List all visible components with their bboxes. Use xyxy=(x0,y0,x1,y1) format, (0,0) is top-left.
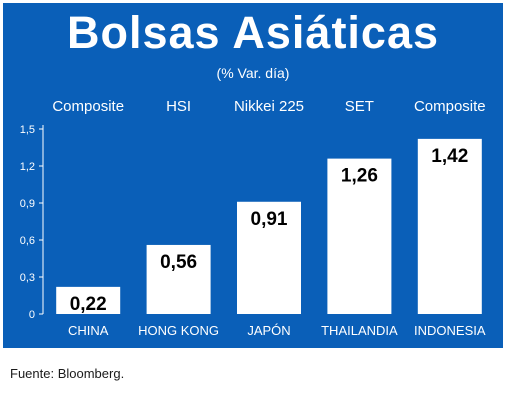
x-tick-label: HONG KONG xyxy=(138,323,219,338)
bar xyxy=(237,201,301,314)
chart-subtitle: (% Var. día) xyxy=(216,65,290,81)
x-tick-label: JAPÓN xyxy=(247,323,290,338)
bar xyxy=(417,138,482,314)
data-label: 1,42 xyxy=(431,146,468,167)
y-tick-label: 0 xyxy=(29,309,35,321)
y-tick-label: 0,6 xyxy=(20,235,35,247)
bar xyxy=(146,244,211,314)
y-tick-label: 0,3 xyxy=(20,272,35,284)
data-label: 0,22 xyxy=(70,294,107,315)
x-tick-label: THAILANDIA xyxy=(321,323,398,338)
index-name-label: Nikkei 225 xyxy=(234,98,304,115)
y-tick-label: 0,9 xyxy=(20,198,35,210)
index-name-label: Composite xyxy=(52,98,124,115)
index-name-label: Composite xyxy=(414,98,486,115)
y-tick-label: 1,5 xyxy=(20,124,35,136)
index-name-label: HSI xyxy=(166,98,191,115)
chart-panel: Bolsas Asiáticas (% Var. día) 0 0,3 0,6 0,9… xyxy=(3,3,503,348)
bar-chart: 0 0,3 0,6 0,9 1,2 1,5 0,22 Composite CHINA 0,56 HS… xyxy=(20,98,486,338)
y-tick-label: 1,2 xyxy=(20,161,35,173)
data-label: 0,91 xyxy=(251,209,288,230)
bar xyxy=(56,286,121,314)
data-label: 1,26 xyxy=(341,166,378,187)
source-note: Fuente: Bloomberg. xyxy=(10,366,125,381)
x-tick-label: CHINA xyxy=(68,323,109,338)
x-tick-label: INDONESIA xyxy=(414,323,486,338)
chart-title: Bolsas Asiáticas xyxy=(66,7,440,58)
data-label: 0,56 xyxy=(160,252,197,273)
index-name-label: SET xyxy=(345,98,374,115)
bar xyxy=(327,158,392,314)
